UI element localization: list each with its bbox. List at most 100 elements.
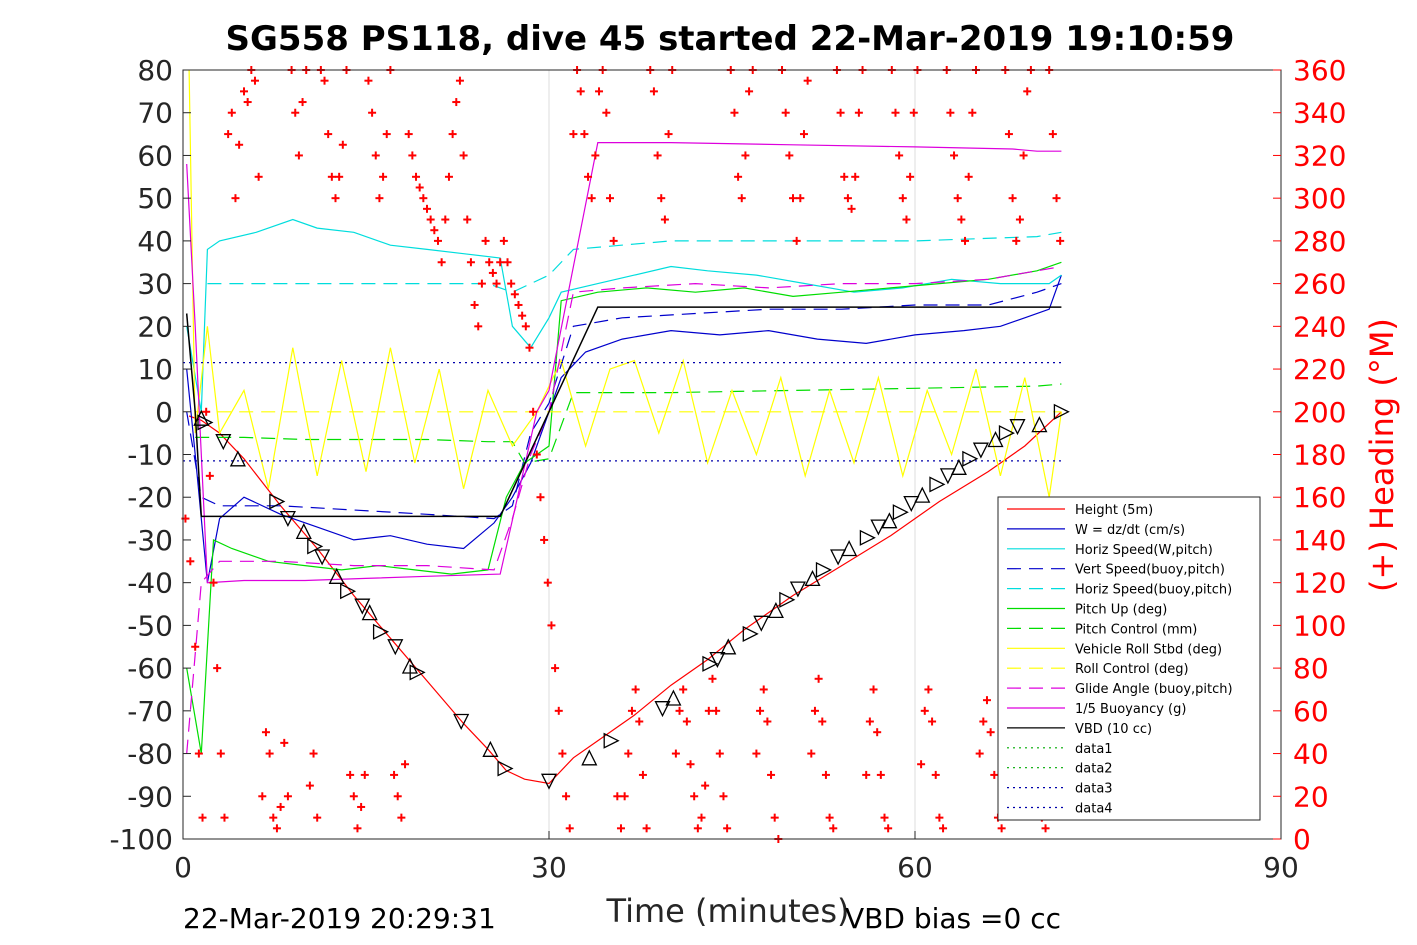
heading-point [415, 183, 424, 192]
heading-point [968, 108, 977, 117]
heading-point [821, 770, 830, 779]
heading-point [393, 792, 402, 801]
heading-point [719, 792, 728, 801]
heading-point [759, 685, 768, 694]
heading-point [609, 236, 618, 245]
heading-point [745, 87, 754, 96]
heading-point [730, 108, 739, 117]
heading-point [770, 813, 779, 822]
legend-label: Horiz Speed(W,pitch) [1075, 543, 1213, 558]
heading-point [997, 824, 1006, 833]
heading-point [1041, 824, 1050, 833]
heading-point [470, 300, 479, 309]
heading-point [258, 792, 267, 801]
heading-point [642, 824, 651, 833]
left-tick-label: -80 [127, 738, 173, 771]
legend-label: 1/5 Buoyancy (g) [1075, 702, 1186, 717]
depth-marker [654, 701, 671, 718]
depth-marker [540, 773, 558, 790]
heading-point [390, 770, 399, 779]
depth-marker [870, 519, 887, 536]
heading-point [331, 194, 340, 203]
depth-marker [295, 522, 312, 540]
heading-point [510, 290, 519, 299]
left-tick-label: -100 [109, 823, 173, 856]
heading-point [240, 87, 248, 96]
depth-marker [497, 760, 514, 777]
heading-point [906, 172, 915, 181]
right-tick-label: 140 [1293, 524, 1346, 557]
heading-point [697, 813, 706, 822]
heading-point [404, 130, 413, 139]
x-axis-ticks: 0 30 60 90 [174, 831, 1299, 884]
legend-label: data1 [1075, 742, 1113, 757]
heading-point [803, 76, 812, 85]
heading-point [536, 493, 545, 502]
depth-marker [998, 425, 1015, 442]
heading-point [613, 792, 622, 801]
right-tick-label: 360 [1293, 54, 1346, 87]
series-vbd-10-cc [185, 306, 1062, 518]
legend-label: Glide Angle (buoy,pitch) [1075, 682, 1233, 697]
depth-marker [1053, 403, 1070, 420]
left-tick-label: -40 [127, 567, 173, 600]
heading-point [982, 696, 991, 705]
heading-point [723, 824, 732, 833]
heading-point [649, 87, 658, 96]
heading-point [810, 706, 819, 715]
heading-point [368, 108, 377, 117]
x-tick-label: 30 [531, 851, 567, 884]
heading-point [466, 258, 475, 267]
heading-point [357, 802, 366, 811]
heading-point [734, 172, 743, 181]
heading-point [503, 258, 512, 267]
depth-marker [361, 604, 378, 621]
footer-timestamp: 22-Mar-2019 20:29:31 [183, 902, 496, 935]
heading-point [825, 813, 834, 822]
heading-point [213, 664, 222, 673]
heading-point [873, 728, 882, 737]
depth-marker [665, 689, 682, 706]
heading-point [961, 236, 970, 245]
depth-triangle-markers [193, 403, 1070, 790]
heading-point [437, 258, 446, 267]
heading-point [814, 674, 823, 683]
heading-point [591, 151, 600, 160]
heading-point [1019, 151, 1028, 160]
heading-point [935, 813, 944, 822]
heading-point [227, 108, 236, 117]
depth-marker [804, 569, 821, 587]
x-tick-label: 0 [174, 851, 192, 884]
depth-marker [314, 549, 331, 566]
heading-point [216, 749, 225, 758]
heading-point [532, 450, 541, 459]
heading-point [854, 108, 863, 117]
depth-marker [269, 493, 286, 510]
right-tick-label: 180 [1293, 439, 1346, 472]
heading-point [360, 770, 369, 779]
heading-point [499, 236, 508, 245]
heading-point [704, 706, 713, 715]
heading-point [324, 130, 333, 139]
depth-marker [892, 504, 909, 521]
heading-point [869, 685, 878, 694]
depth-marker [830, 549, 847, 566]
depth-marker [328, 567, 345, 584]
heading-point [209, 578, 218, 587]
heading-point [909, 108, 918, 117]
right-tick-label: 40 [1293, 738, 1329, 771]
heading-point [191, 642, 200, 651]
right-axis-ticks: 3603403203002802602402202001801601401201… [1273, 54, 1346, 856]
heading-point [957, 215, 966, 224]
heading-point [576, 87, 585, 96]
heading-point [430, 226, 439, 235]
heading-point [1004, 130, 1013, 139]
left-tick-label: 70 [137, 97, 173, 130]
heading-point [313, 813, 322, 822]
left-tick-label: 60 [137, 139, 173, 172]
legend-entry: 1/5 Buoyancy (g) [1007, 702, 1186, 717]
heading-point [426, 215, 435, 224]
heading-point [924, 685, 933, 694]
heading-point [294, 151, 303, 160]
depth-marker [903, 495, 920, 513]
